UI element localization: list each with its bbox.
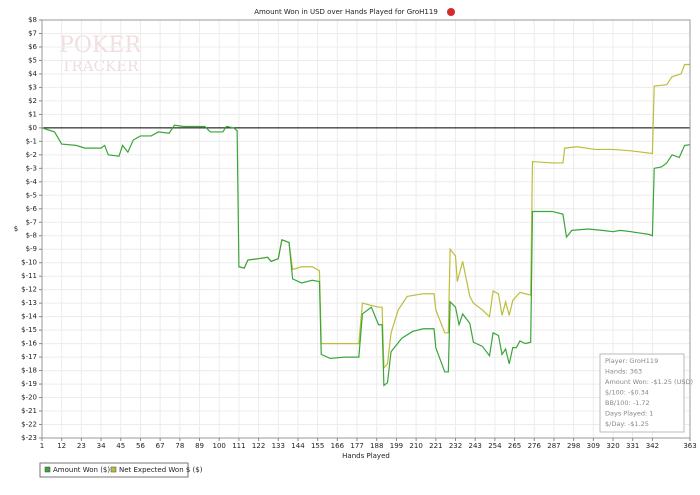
title-icon [447, 8, 455, 16]
y-tick-label: $-13 [21, 299, 37, 307]
y-tick-label: $-8 [26, 232, 37, 240]
info-line: Amount Won: -$1.25 (USD) [605, 378, 693, 386]
x-tick-label: 309 [587, 442, 600, 450]
watermark: TRACKER [61, 57, 139, 75]
x-tick-label: 166 [331, 442, 345, 450]
y-tick-label: $2 [28, 97, 37, 105]
x-tick-label: 111 [232, 442, 245, 450]
x-tick-label: 287 [547, 442, 560, 450]
chart-title: Amount Won in USD over Hands Played for … [254, 8, 438, 16]
info-line: BB/100: -1.72 [605, 399, 650, 407]
y-tick-label: $-21 [21, 407, 37, 415]
x-tick-label: 298 [567, 442, 580, 450]
x-tick-label: 122 [252, 442, 265, 450]
info-line: Player: GroH119 [605, 357, 658, 365]
y-tick-label: $-1 [26, 137, 37, 145]
x-tick-label: 254 [488, 442, 502, 450]
y-tick-label: $5 [28, 56, 37, 64]
x-tick-label: 363 [683, 442, 696, 450]
x-tick-label: 276 [528, 442, 542, 450]
y-tick-label: $-16 [21, 340, 37, 348]
x-tick-label: 89 [195, 442, 204, 450]
x-tick-label: 23 [77, 442, 86, 450]
x-axis-label: Hands Played [342, 452, 390, 460]
y-tick-label: $3 [28, 83, 37, 91]
legend-swatch [44, 466, 51, 473]
series-line [41, 124, 691, 387]
legend-label: Net Expected Won $ ($) [119, 466, 203, 474]
y-tick-label: $-22 [21, 421, 37, 429]
x-tick-label: 221 [429, 442, 442, 450]
legend-label: Amount Won ($) [53, 466, 110, 474]
x-tick-label: 199 [390, 442, 403, 450]
x-tick-label: 12 [57, 442, 66, 450]
info-line: $/Day: -$1.25 [605, 420, 649, 428]
y-tick-label: $-12 [21, 286, 37, 294]
x-tick-label: 188 [370, 442, 383, 450]
y-tick-label: $-17 [21, 353, 37, 361]
y-tick-label: $-6 [26, 205, 38, 213]
y-tick-label: $4 [28, 70, 37, 78]
x-tick-label: 155 [311, 442, 324, 450]
y-tick-label: $-15 [21, 326, 37, 334]
y-axis-label: $ [14, 225, 18, 233]
y-tick-label: $-11 [21, 272, 37, 280]
y-tick-label: $-14 [21, 313, 37, 321]
y-tick-label: $6 [28, 43, 37, 51]
x-tick-label: 243 [469, 442, 482, 450]
info-line: $/100: -$0.34 [605, 389, 649, 397]
x-tick-label: 100 [213, 442, 226, 450]
y-tick-label: $7 [28, 29, 37, 37]
series-line [238, 63, 690, 370]
y-tick-label: $1 [28, 110, 37, 118]
x-tick-label: 265 [508, 442, 521, 450]
y-tick-label: $-10 [21, 259, 37, 267]
y-tick-label: $0 [28, 124, 37, 132]
y-tick-label: $-23 [21, 434, 37, 442]
y-tick-label: $-20 [21, 394, 37, 402]
y-tick-label: $-7 [26, 218, 37, 226]
x-tick-label: 78 [175, 442, 184, 450]
x-tick-label: 34 [97, 442, 106, 450]
x-tick-label: 177 [350, 442, 363, 450]
x-tick-label: 210 [409, 442, 422, 450]
y-tick-label: $-9 [26, 245, 37, 253]
x-tick-label: 133 [272, 442, 285, 450]
x-tick-label: 45 [116, 442, 125, 450]
legend-swatch [110, 466, 117, 473]
y-tick-label: $8 [28, 16, 37, 24]
info-box [599, 353, 685, 433]
info-line: Hands: 363 [605, 368, 642, 376]
x-tick-label: 320 [606, 442, 619, 450]
x-tick-label: 1 [40, 442, 44, 450]
x-tick-label: 56 [136, 442, 145, 450]
y-tick-label: $-5 [26, 191, 37, 199]
x-tick-label: 342 [646, 442, 659, 450]
x-tick-label: 144 [291, 442, 305, 450]
y-tick-label: $-18 [21, 367, 37, 375]
y-tick-label: $-19 [21, 380, 37, 388]
y-tick-label: $-4 [26, 178, 38, 186]
x-tick-label: 67 [156, 442, 165, 450]
x-tick-label: 331 [626, 442, 639, 450]
x-tick-label: 232 [449, 442, 462, 450]
plot-border [41, 19, 691, 439]
y-tick-label: $-2 [26, 151, 37, 159]
info-line: Days Played: 1 [605, 410, 653, 418]
y-tick-label: $-3 [26, 164, 37, 172]
